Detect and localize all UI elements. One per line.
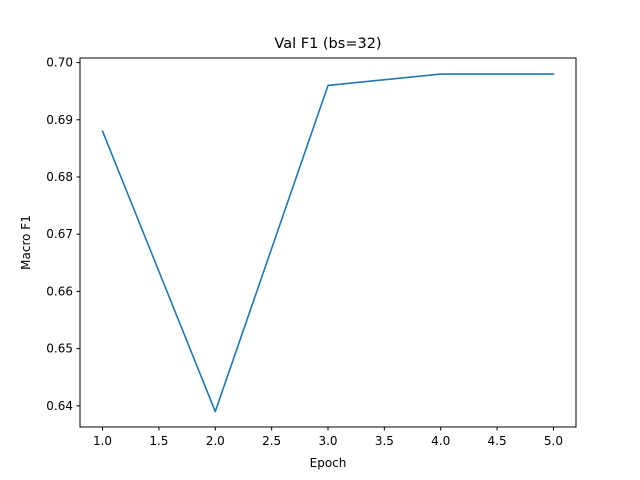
x-tick-label: 4.0: [431, 434, 450, 448]
x-tick-label: 4.5: [488, 434, 507, 448]
y-tick-label: 0.70: [46, 56, 73, 70]
x-axis-label: Epoch: [310, 456, 347, 470]
y-tick-label: 0.68: [46, 170, 73, 184]
y-tick-label: 0.66: [46, 284, 73, 298]
series-line: [101, 73, 555, 413]
y-tick-label: 0.64: [46, 399, 73, 413]
x-axis-ticks: 1.0 1.5 2.0 2.5 3.0 3.5 4.0 4.5 5.0: [93, 427, 563, 448]
chart-title: Val F1 (bs=32): [274, 36, 381, 52]
y-axis-ticks: 0.64 0.65 0.66 0.67 0.68 0.69 0.70: [46, 56, 80, 413]
x-tick-label: 1.0: [93, 434, 112, 448]
x-tick-label: 1.5: [149, 434, 168, 448]
x-tick-label: 3.5: [375, 434, 394, 448]
plot-lines: [101, 73, 555, 413]
y-tick-label: 0.67: [46, 227, 73, 241]
x-tick-label: 3.0: [318, 434, 337, 448]
y-tick-label: 0.65: [46, 342, 73, 356]
x-tick-label: 5.0: [544, 434, 563, 448]
plot-frame: [79, 57, 577, 428]
x-tick-label: 2.5: [262, 434, 281, 448]
y-axis-label: Macro F1: [19, 215, 33, 270]
x-tick-label: 2.0: [206, 434, 225, 448]
y-tick-label: 0.69: [46, 113, 73, 127]
